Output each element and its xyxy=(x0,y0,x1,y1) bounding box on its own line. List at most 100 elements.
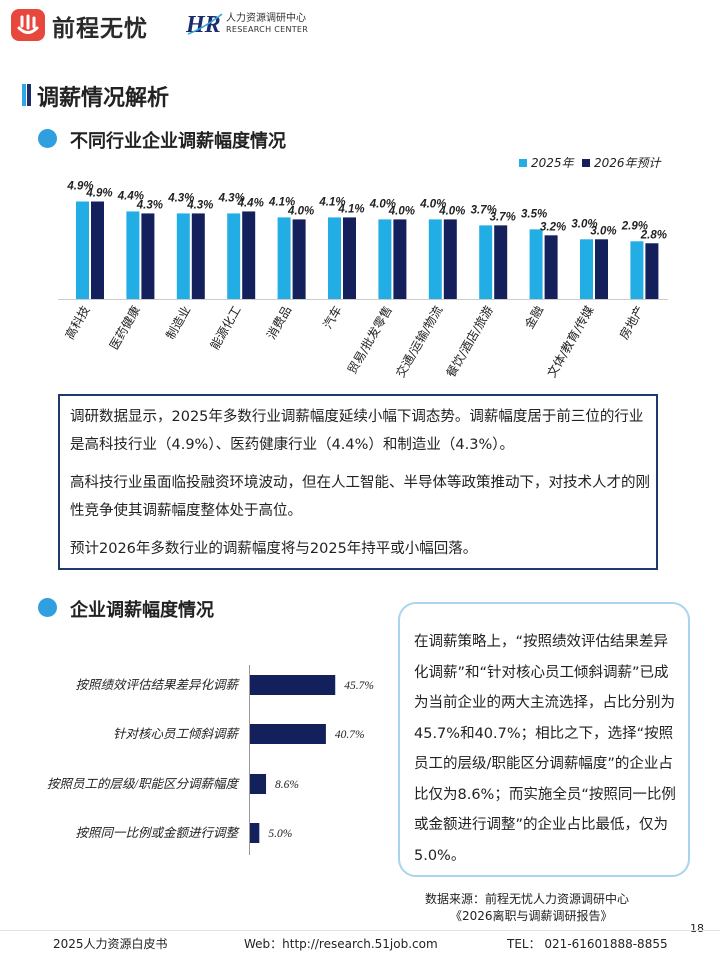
bar-2025 xyxy=(328,217,341,299)
section-bullet-icon xyxy=(38,598,57,617)
data-label-2025: 4.0% xyxy=(369,198,396,210)
bar-2025 xyxy=(277,217,291,299)
page-title: 调薪情况解析 xyxy=(37,86,170,111)
strategy-bar xyxy=(250,823,260,843)
strategy-callout-text: 在调薪策略上，“按照绩效评估结果差异化调薪”和“针对核心员工倾斜调薪”已成为当前… xyxy=(414,634,676,864)
data-label-2026: 4.0% xyxy=(388,205,415,217)
bar-2026 xyxy=(242,211,256,299)
strategy-value-label: 45.7% xyxy=(344,680,374,692)
category-label: 高科技 xyxy=(62,303,93,342)
qcwy-logo-icon xyxy=(11,9,45,41)
hr-center-cn: 人力资源调研中心 xyxy=(226,13,306,24)
category-label: 交通/运输/物流 xyxy=(392,303,445,380)
strategy-bar xyxy=(250,675,336,695)
bar-2025 xyxy=(428,219,442,299)
category-label: 房地产 xyxy=(616,303,647,342)
data-label-2026: 3.0% xyxy=(590,225,616,237)
bar-2026 xyxy=(141,213,155,299)
data-label-2026: 3.2% xyxy=(540,221,566,233)
footer-tel: TEL： 021-61601888-8855 xyxy=(507,937,668,951)
strategy-bar xyxy=(250,774,267,794)
data-source-report: 《2026离职与调薪调研报告》 xyxy=(450,909,613,923)
category-label: 能源化工 xyxy=(208,304,244,353)
data-label-2025: 2.9% xyxy=(621,220,648,232)
bar-2025 xyxy=(227,213,241,299)
data-label-2025: 4.3% xyxy=(218,192,245,204)
strategy-value-label: 40.7% xyxy=(335,729,365,741)
section-bullet-icon xyxy=(38,129,57,148)
bar-2026 xyxy=(645,243,659,299)
category-label: 制造业 xyxy=(163,304,193,342)
legend-label-2026: 2026年预计 xyxy=(594,156,661,170)
category-label: 贸易/批发零售 xyxy=(344,303,395,376)
bar-2025 xyxy=(126,211,140,299)
category-label: 餐饮/酒店/旅游 xyxy=(443,303,496,380)
hr-center-en: RESEARCH CENTER xyxy=(226,25,309,34)
data-label-2026: 4.3% xyxy=(136,199,163,211)
bar-2026 xyxy=(91,201,104,299)
data-label-2026: 4.1% xyxy=(337,203,364,215)
data-label-2025: 4.1% xyxy=(268,196,295,208)
strategy-category-label: 按照同一比例或金额进行调整 xyxy=(75,826,240,840)
analysis-paragraph-2: 高科技行业虽面临投融资环境波动，但在人工智能、半导体等政策推动下，对技术人才的刚… xyxy=(70,475,650,519)
strategy-value-label: 5.0% xyxy=(268,828,292,840)
footer-web: Web：http://research.51job.com xyxy=(244,937,438,951)
strategy-category-label: 按照绩效评估结果差异化调薪 xyxy=(75,678,240,692)
strategy-callout xyxy=(398,602,690,877)
strategy-category-label: 按照员工的层级/职能区分调薪幅度 xyxy=(47,777,240,791)
data-label-2025: 3.0% xyxy=(571,218,597,230)
data-label-2025: 4.3% xyxy=(167,192,194,204)
bar-2026 xyxy=(292,219,306,299)
legend-swatch-2025 xyxy=(519,159,527,167)
category-label: 医药健康 xyxy=(106,303,143,352)
data-label-2025: 3.7% xyxy=(471,204,497,216)
bar-2026 xyxy=(595,239,608,299)
analysis-paragraph-3: 预计2026年多数行业的调薪幅度将与2025年持平或小幅回落。 xyxy=(70,541,478,557)
bar-2025 xyxy=(529,229,543,299)
data-label-2025: 4.1% xyxy=(318,196,345,208)
strategy-category-label: 针对核心员工倾斜调薪 xyxy=(113,727,241,741)
bar-2026 xyxy=(343,217,356,299)
title-accent-bar xyxy=(27,84,31,106)
legend-label-2025: 2025年 xyxy=(531,156,574,170)
footer-divider xyxy=(0,930,720,931)
strategy-bar xyxy=(250,724,326,744)
industry-salary-chart: 4.9%4.9%高科技4.4%4.3%医药健康4.3%4.3%制造业4.3%4.… xyxy=(58,180,668,380)
hr-logo-icon: HR xyxy=(186,12,223,36)
category-label: 消费品 xyxy=(264,304,294,342)
data-label-2025: 3.5% xyxy=(521,208,547,220)
data-source: 数据来源：前程无忧人力资源调研中心 xyxy=(425,892,630,906)
analysis-textbox xyxy=(58,394,658,570)
strategy-value-label: 8.6% xyxy=(275,779,299,791)
data-label-2026: 4.3% xyxy=(186,199,213,211)
data-label-2026: 4.0% xyxy=(287,205,314,217)
data-label-2026: 4.0% xyxy=(438,205,465,217)
bar-2025 xyxy=(580,239,593,299)
bar-2025 xyxy=(479,225,493,299)
brand-name: 前程无忧 xyxy=(52,16,148,42)
section2-title: 企业调薪幅度情况 xyxy=(70,600,214,621)
footer-publication: 2025人力资源白皮书 xyxy=(53,937,168,951)
title-accent-bar xyxy=(22,84,26,106)
strategy-chart: 45.7% 按照绩效评估结果差异化调薪 40.7% 针对核心员工倾斜调薪 8.6% 按照员… xyxy=(47,665,374,855)
data-label-2026: 4.4% xyxy=(237,197,264,209)
page-number: 18 xyxy=(690,922,704,935)
bar-2026 xyxy=(393,219,407,299)
data-label-2025: 4.0% xyxy=(419,198,446,210)
category-label: 汽车 xyxy=(320,303,345,331)
category-label: 文体/教育/传媒 xyxy=(544,303,597,380)
bar-2026 xyxy=(443,219,457,299)
bar-2025 xyxy=(630,241,644,299)
data-label-2026: 3.7% xyxy=(490,211,516,223)
data-label-2025: 4.9% xyxy=(66,180,93,192)
bar-2025 xyxy=(76,201,89,299)
bar-2026 xyxy=(191,213,205,299)
legend-swatch-2026 xyxy=(582,159,590,167)
analysis-paragraph-1: 调研数据显示，2025年多数行业调薪幅度延续小幅下调态势。调薪幅度居于前三位的行… xyxy=(70,409,644,453)
data-label-2026: 4.9% xyxy=(85,187,112,199)
bar-2025 xyxy=(378,219,392,299)
bar-2026 xyxy=(544,235,558,299)
data-label-2025: 4.4% xyxy=(117,190,144,202)
data-label-2026: 2.8% xyxy=(640,229,667,241)
bar-2026 xyxy=(494,225,508,299)
